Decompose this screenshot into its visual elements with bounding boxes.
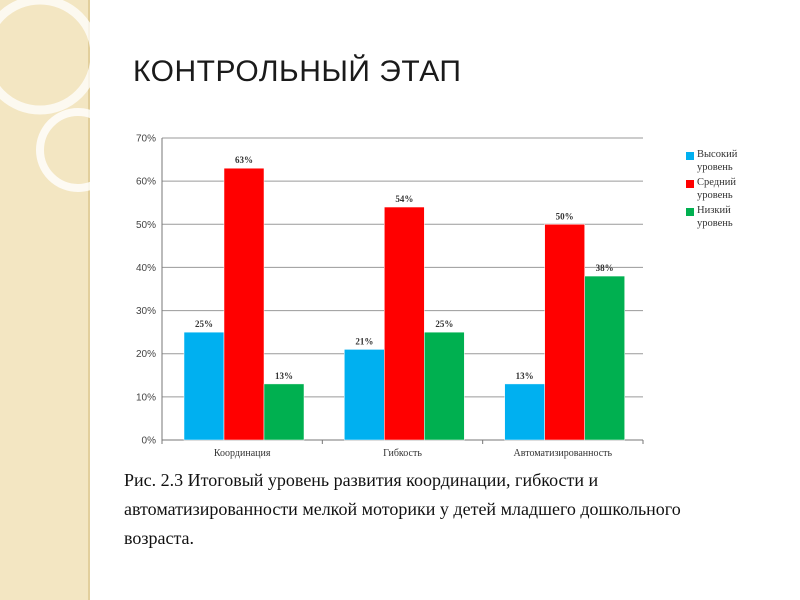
data-label: 25% — [195, 319, 213, 329]
slide-title: КОНТРОЛЬНЫЙ ЭТАП — [133, 55, 462, 88]
data-label: 54% — [395, 194, 413, 204]
y-tick-label: 70% — [136, 134, 156, 145]
figure-caption: Рис. 2.3 Итоговый уровень развития коорд… — [124, 466, 764, 553]
legend-item-medium: Средний уровень — [686, 176, 796, 202]
legend-swatch-medium — [686, 180, 694, 188]
chart-legend: Высокий уровень Средний уровень Низкий у… — [686, 148, 796, 232]
data-label: 13% — [275, 371, 293, 381]
caption-line-3: возраста. — [124, 528, 195, 548]
y-tick-label: 10% — [136, 392, 156, 403]
bar — [384, 206, 425, 441]
data-label: 50% — [556, 211, 574, 221]
bar — [504, 383, 545, 441]
legend-swatch-low — [686, 208, 694, 216]
legend-swatch-high — [686, 152, 694, 160]
x-tick-label: Гибкость — [383, 448, 422, 459]
side-decoration-line — [88, 0, 90, 600]
x-tick-label: Координация — [214, 448, 271, 459]
data-label: 21% — [355, 336, 373, 346]
data-label: 38% — [596, 263, 614, 273]
y-tick-label: 60% — [136, 177, 156, 188]
y-tick-label: 30% — [136, 306, 156, 317]
decorative-circles — [0, 0, 90, 192]
legend-label-high: Высокий уровень — [697, 149, 738, 173]
legend-item-high: Высокий уровень — [686, 148, 796, 174]
y-tick-label: 40% — [136, 263, 156, 274]
legend-item-low: Низкий уровень — [686, 204, 796, 230]
data-label: 13% — [516, 371, 534, 381]
bar — [584, 275, 625, 441]
bar — [424, 331, 465, 441]
y-tick-label: 20% — [136, 349, 156, 360]
legend-label-low: Низкий уровень — [697, 205, 733, 229]
bar — [263, 383, 305, 441]
caption-line-1: Рис. 2.3 Итоговый уровень развития коорд… — [124, 470, 599, 490]
bar — [344, 349, 385, 441]
x-tick-label: Автоматизированность — [514, 448, 613, 459]
bar — [183, 331, 225, 441]
data-label: 63% — [235, 155, 253, 165]
data-label: 25% — [435, 319, 453, 329]
bar — [544, 224, 585, 441]
y-tick-label: 50% — [136, 220, 156, 231]
bar-chart: 0% 10% 20% 30% 40% 50% 60% 70% Координация 25% 63%… — [136, 134, 644, 459]
legend-label-medium: Средний уровень — [697, 177, 736, 201]
bar — [223, 167, 265, 441]
y-tick-label: 0% — [142, 436, 157, 447]
caption-line-2: автоматизированности мелкой моторики у д… — [124, 499, 681, 519]
